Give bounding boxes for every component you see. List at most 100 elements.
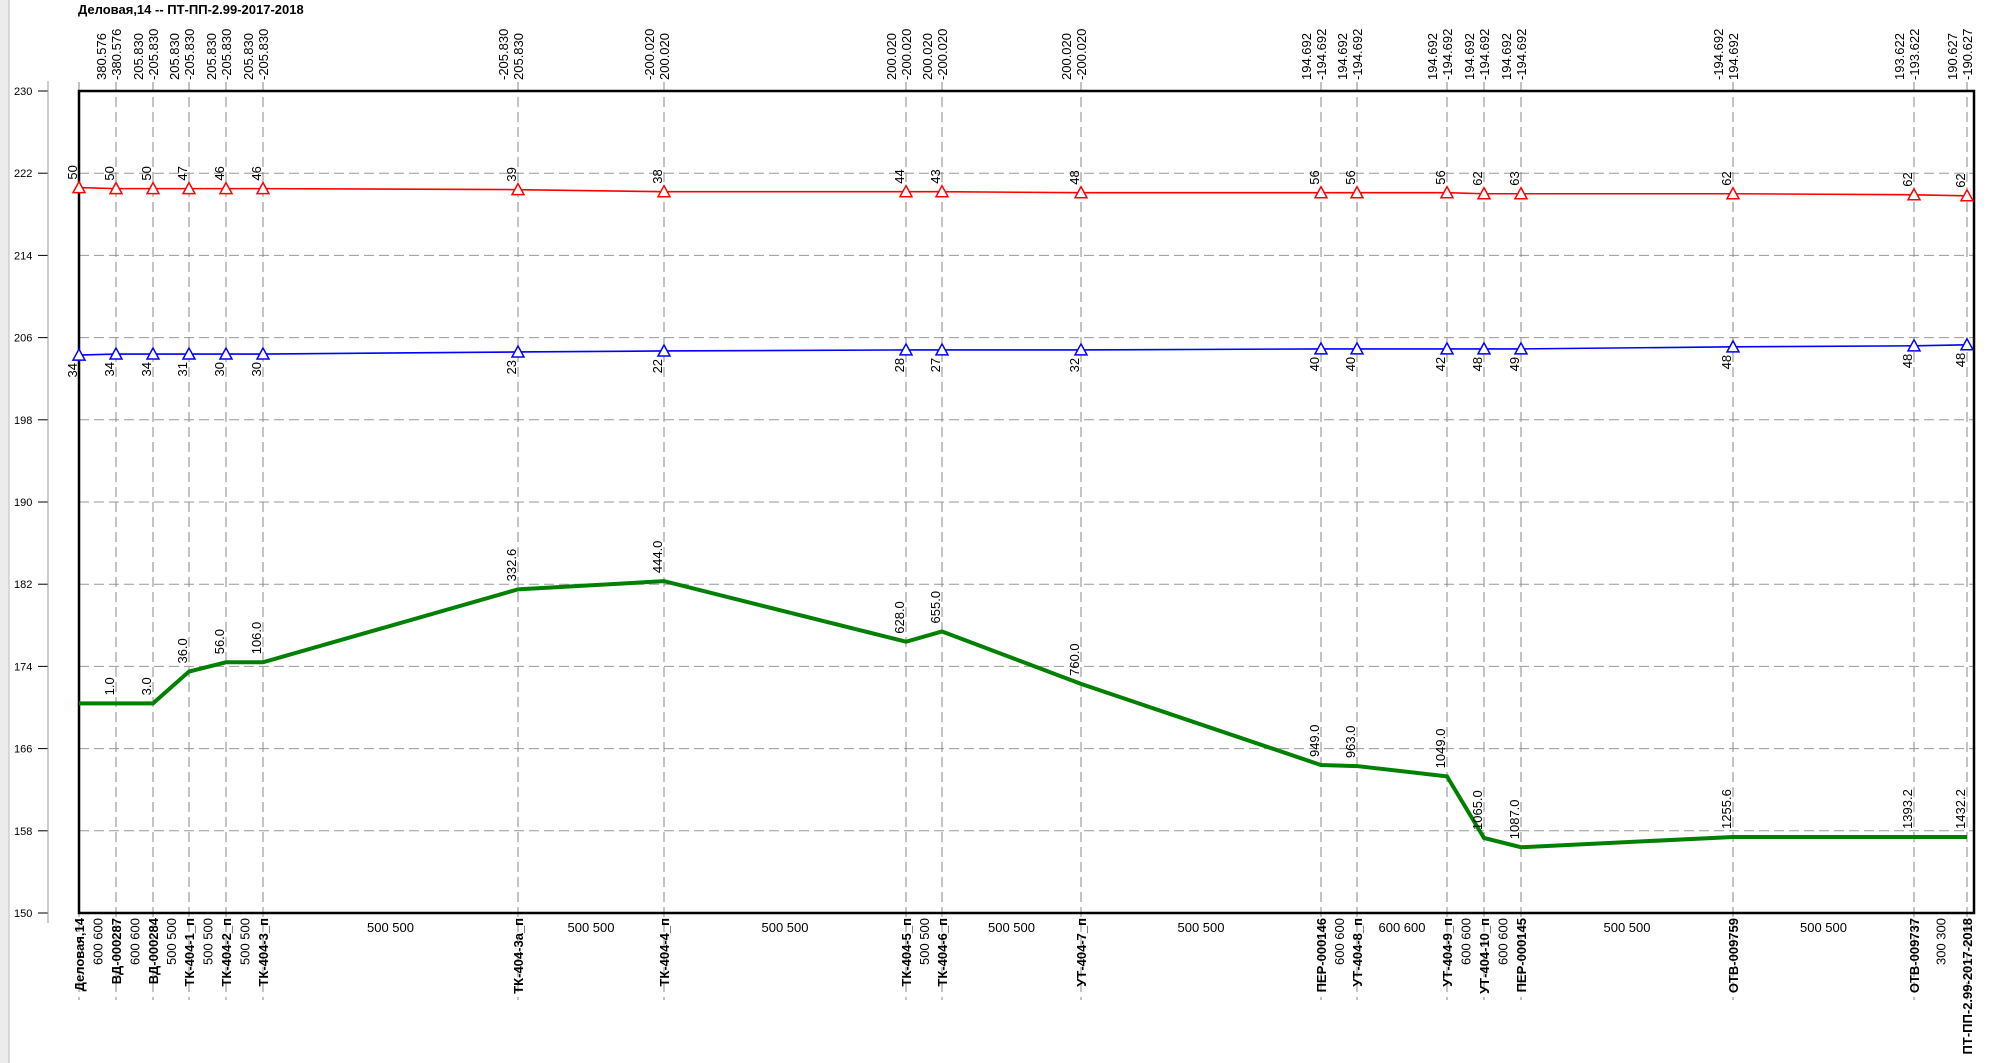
y-tick-label: 214 xyxy=(14,250,32,262)
point-label: 34 xyxy=(139,362,154,376)
point-label: 38 xyxy=(650,169,665,183)
flow-in-label: 205.830 xyxy=(167,33,182,80)
y-tick-label: 198 xyxy=(14,415,32,427)
node-name: УТ-404-10_п xyxy=(1477,918,1492,994)
point-label: 1432.2 xyxy=(1953,789,1968,829)
series-line xyxy=(78,343,1968,356)
point-label: 47 xyxy=(175,166,190,180)
point-label: 23 xyxy=(504,360,519,374)
point-label: 1087.0 xyxy=(1507,799,1522,839)
point-marker xyxy=(108,181,124,195)
point-label: 332.6 xyxy=(504,549,519,582)
point-label: 760.0 xyxy=(1067,643,1082,676)
flow-in-label: 193.622 xyxy=(1892,33,1907,80)
flow-in-label: 194.692 xyxy=(1335,33,1350,80)
point-marker xyxy=(1959,337,1975,351)
plot-frame xyxy=(77,89,1976,915)
point-marker xyxy=(1313,185,1329,199)
y-tick-label: 182 xyxy=(14,579,32,591)
point-label: 30 xyxy=(249,362,264,376)
y-tick-label: 206 xyxy=(14,333,32,345)
point-label: 62 xyxy=(1470,171,1485,185)
point-marker xyxy=(181,181,197,195)
point-label: 48 xyxy=(1067,170,1082,184)
node-name: УТ-404-8_п xyxy=(1350,918,1365,987)
segment-label: 500 500 xyxy=(1178,920,1225,935)
chart-title: Деловая,14 -- ПТ-ПП-2.99-2017-2018 xyxy=(78,2,304,17)
point-marker xyxy=(510,344,526,358)
point-marker xyxy=(656,184,672,198)
point-marker xyxy=(934,184,950,198)
point-marker xyxy=(71,347,87,361)
point-label: 949.0 xyxy=(1307,724,1322,757)
flow-in-label: 380.576 xyxy=(94,33,109,80)
node-name: ПЕР-000145 xyxy=(1514,918,1529,992)
series-line xyxy=(78,186,1968,197)
flow-in-label: 194.692 xyxy=(1462,33,1477,80)
point-marker xyxy=(1349,185,1365,199)
node-name: ОТВ-009759 xyxy=(1726,918,1741,993)
y-tick-label: 150 xyxy=(14,908,32,920)
point-label: 1255.6 xyxy=(1719,789,1734,829)
y-tick-label: 190 xyxy=(14,497,32,509)
flow-out-label: -205.830 xyxy=(256,29,271,80)
y-tick-label: 166 xyxy=(14,744,32,756)
flow-out-label: -194.692 xyxy=(1514,29,1529,80)
segment-label: 500 500 xyxy=(164,918,179,965)
point-label: 963.0 xyxy=(1343,726,1358,759)
flow-in-label: 194.692 xyxy=(1299,33,1314,80)
node-name: ТК-404-1_п xyxy=(182,918,197,987)
segment-label: 600 600 xyxy=(128,918,143,965)
segment-label: 500 500 xyxy=(568,920,615,935)
point-label: 44 xyxy=(892,169,907,183)
node-name: ТК-404-4_п xyxy=(657,918,672,987)
y-tick-label: 230 xyxy=(14,86,32,98)
point-label: 1065.0 xyxy=(1470,790,1485,830)
flow-out-label: 205.830 xyxy=(511,33,526,80)
point-label: 56 xyxy=(1307,170,1322,184)
point-label: 42 xyxy=(1433,357,1448,371)
point-marker xyxy=(108,346,124,360)
flow-out-label: 194.692 xyxy=(1726,33,1741,80)
segment-label: 600 600 xyxy=(1332,918,1347,965)
segment-label: 600 600 xyxy=(1459,918,1474,965)
point-label: 30 xyxy=(212,362,227,376)
flow-in-label: 200.020 xyxy=(884,33,899,80)
point-label: 31 xyxy=(175,362,190,376)
flow-out-label: -380.576 xyxy=(109,29,124,80)
point-label: 628.0 xyxy=(892,601,907,634)
flow-in-label: 194.692 xyxy=(1499,33,1514,80)
flow-out-label: -205.830 xyxy=(182,29,197,80)
flow-out-label: -205.830 xyxy=(219,29,234,80)
point-label: 34 xyxy=(65,363,80,377)
segment-label: 600 600 xyxy=(91,918,106,965)
point-marker xyxy=(145,181,161,195)
point-label: 1393.2 xyxy=(1900,789,1915,829)
segment-label: 500 500 xyxy=(762,920,809,935)
point-marker xyxy=(71,180,87,194)
point-marker xyxy=(1073,342,1089,356)
point-marker xyxy=(1513,186,1529,200)
point-label: 43 xyxy=(928,169,943,183)
point-label: 56.0 xyxy=(212,629,227,654)
point-marker xyxy=(656,343,672,357)
point-label: 106.0 xyxy=(249,622,264,655)
point-marker xyxy=(1513,341,1529,355)
point-label: 48 xyxy=(1470,357,1485,371)
node-name: ТК-404-5_п xyxy=(899,918,914,987)
point-label: 40 xyxy=(1343,357,1358,371)
point-label: 3.0 xyxy=(139,677,154,695)
series-line xyxy=(79,579,1967,850)
point-marker xyxy=(1349,341,1365,355)
flow-out-label: -194.692 xyxy=(1477,29,1492,80)
segment-label: 500 500 xyxy=(238,918,253,965)
node-name: ТК-404-2_п xyxy=(219,918,234,987)
point-marker xyxy=(1439,341,1455,355)
point-label: 62 xyxy=(1719,171,1734,185)
flow-out-label: -194.692 xyxy=(1314,29,1329,80)
node-name: Деловая,14 xyxy=(72,917,87,991)
point-label: 40 xyxy=(1307,357,1322,371)
node-name: ПТ-ПП-2.99-2017-2018 xyxy=(1960,918,1975,1054)
flow-in-label: 205.830 xyxy=(204,33,219,80)
flow-in-label: 190.627 xyxy=(1945,33,1960,80)
